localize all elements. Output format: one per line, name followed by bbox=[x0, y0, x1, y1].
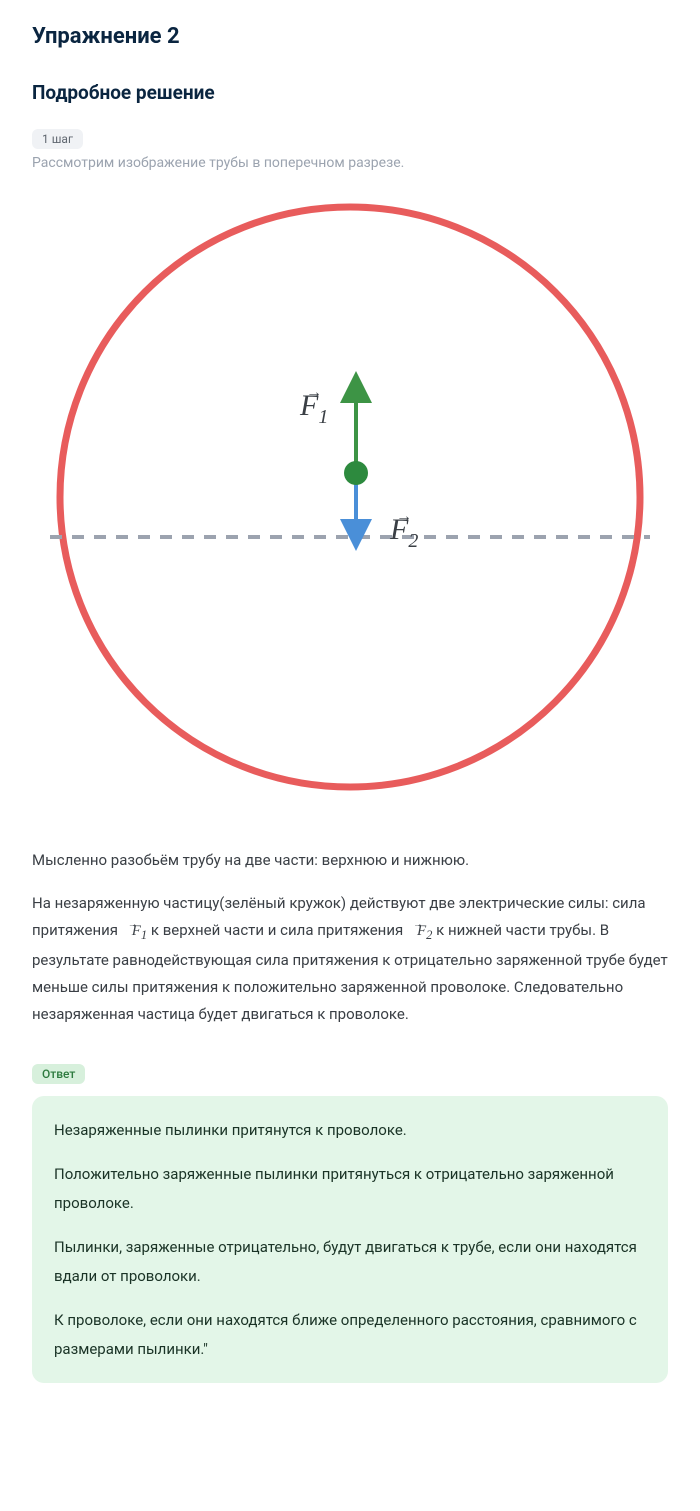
step-badge: 1 шаг bbox=[32, 129, 83, 149]
pipe-circle bbox=[60, 207, 640, 787]
inline-vector-f2: →F2 bbox=[407, 923, 432, 939]
svg-text:→: → bbox=[396, 506, 412, 525]
page-title: Упражнение 2 bbox=[32, 24, 668, 49]
particle-dot bbox=[344, 461, 368, 485]
label-f1: F1 → bbox=[299, 382, 328, 428]
paragraph-2: На незаряженную частицу(зелёный кружок) … bbox=[32, 890, 668, 1028]
svg-text:→: → bbox=[306, 382, 322, 401]
paragraph-1: Мысленно разобьём трубу на две части: ве… bbox=[32, 847, 668, 874]
diagram-container: F1 → F2 → bbox=[32, 187, 668, 807]
answer-line: Положительно заряженные пылинки притянут… bbox=[54, 1160, 646, 1217]
step-description: Рассмотрим изображение трубы в поперечно… bbox=[32, 155, 668, 171]
inline-vector-f1: →F1 bbox=[122, 923, 147, 939]
answer-line: Пылинки, заряженные отрицательно, будут … bbox=[54, 1233, 646, 1290]
p2-part-b: к верхней части и сила притяжения bbox=[151, 921, 407, 939]
answer-line: К проволоке, если они находятся ближе оп… bbox=[54, 1306, 646, 1363]
answer-label: Ответ bbox=[32, 1064, 85, 1084]
section-subtitle: Подробное решение bbox=[32, 81, 668, 104]
pipe-diagram: F1 → F2 → bbox=[40, 187, 660, 807]
answer-line: Незаряженные пылинки притянутся к провол… bbox=[54, 1116, 646, 1145]
label-f2: F2 → bbox=[389, 506, 418, 552]
answer-box: Незаряженные пылинки притянутся к провол… bbox=[32, 1096, 668, 1384]
